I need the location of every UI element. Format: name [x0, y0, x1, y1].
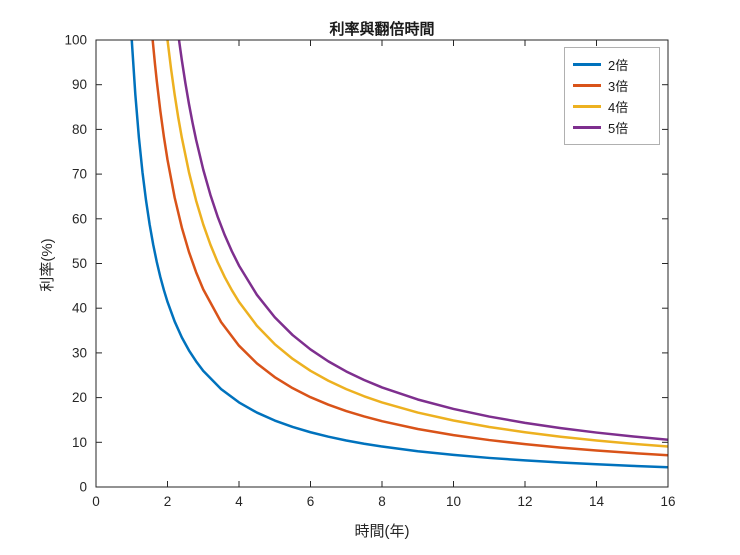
- series-line-1: [151, 40, 668, 457]
- legend-item[interactable]: 4倍: [573, 96, 659, 117]
- y-tick-label: 10: [72, 435, 87, 450]
- x-tick-label: 16: [660, 494, 675, 509]
- legend-item[interactable]: 3倍: [573, 75, 659, 96]
- legend-label: 5倍: [608, 121, 629, 136]
- x-tick-label: 2: [164, 494, 172, 509]
- y-tick-label: 30: [72, 345, 87, 360]
- x-axis-label: 時間(年): [354, 523, 410, 540]
- legend-line-swatch: [573, 126, 601, 129]
- series-line-0: [130, 40, 668, 469]
- x-tick-label: 8: [378, 494, 386, 509]
- x-tick-label: 14: [589, 494, 605, 509]
- y-tick-label: 80: [72, 122, 87, 137]
- x-tick-label: 12: [517, 494, 532, 509]
- y-tick-label: 20: [72, 390, 87, 405]
- chart-title: 利率與翻倍時間: [329, 21, 435, 38]
- legend-label: 2倍: [608, 58, 629, 73]
- legend-line-swatch: [573, 105, 601, 108]
- series-line-3: [177, 40, 668, 441]
- legend-item[interactable]: 5倍: [573, 117, 659, 138]
- legend-label: 3倍: [608, 79, 629, 94]
- axes-box: [95, 39, 669, 488]
- legend-line-swatch: [573, 84, 601, 87]
- y-tick-label: 60: [72, 211, 87, 226]
- x-tick-label: 6: [307, 494, 315, 509]
- series-line-2: [166, 40, 668, 448]
- legend-label: 4倍: [608, 100, 629, 115]
- x-tick-label: 0: [92, 494, 100, 509]
- y-tick-label: 40: [72, 301, 87, 316]
- legend-item[interactable]: 2倍: [573, 54, 659, 75]
- y-tick-label: 100: [64, 33, 87, 48]
- legend: 2倍 3倍 4倍 5倍: [564, 47, 660, 145]
- legend-line-swatch: [573, 63, 601, 66]
- y-tick-label: 70: [72, 167, 87, 182]
- y-tick-label: 0: [79, 480, 87, 495]
- y-tick-label: 90: [72, 77, 87, 92]
- x-tick-label: 4: [235, 494, 243, 509]
- x-tick-label: 10: [446, 494, 461, 509]
- y-tick-label: 50: [72, 256, 87, 271]
